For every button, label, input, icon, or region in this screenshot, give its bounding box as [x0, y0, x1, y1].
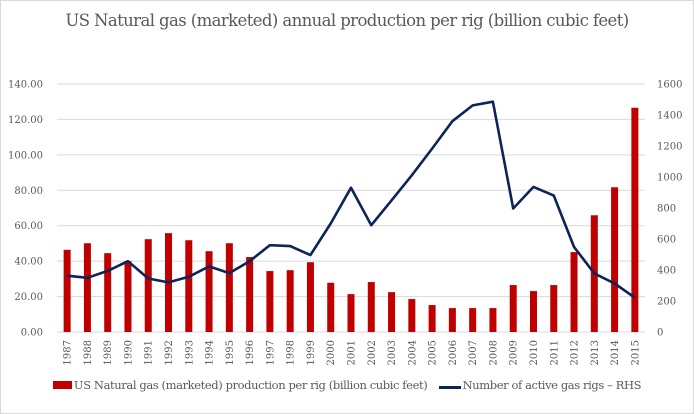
- x-axis-tick-label: 2006: [448, 340, 459, 365]
- gridlines: [57, 83, 645, 333]
- legend-bar-label: US Natural gas (marketed) production per…: [73, 378, 428, 392]
- right-axis-tick-label: 800: [657, 204, 676, 215]
- x-axis-tick-label: 2014: [610, 340, 621, 365]
- legend-line-label: Number of active gas rigs – RHS: [462, 378, 642, 392]
- x-axis-tick-label: 1987: [63, 340, 74, 365]
- bar: [185, 240, 193, 332]
- bar: [246, 257, 254, 332]
- x-axis-tick-label: 1991: [144, 340, 155, 365]
- x-axis-tick-label: 1988: [83, 340, 94, 365]
- chart-title: US Natural gas (marketed) annual product…: [65, 11, 629, 30]
- right-axis-tick-label: 1000: [657, 173, 682, 184]
- bar: [306, 262, 314, 332]
- x-axis-tick-label: 1999: [306, 340, 317, 365]
- x-axis-tick-label: 1997: [265, 340, 276, 365]
- right-axis-tick-label: 1600: [657, 80, 682, 91]
- x-axis-tick-label: 1993: [184, 340, 195, 365]
- x-axis-tick-label: 1996: [245, 340, 256, 365]
- bar: [266, 271, 274, 332]
- right-axis-tick-label: 0: [657, 328, 663, 339]
- legend-item-bar[interactable]: US Natural gas (marketed) production per…: [52, 378, 428, 392]
- bar: [428, 305, 436, 332]
- right-axis-ticks: 0 200 400 600 800 1000 1200 1400 1600: [657, 80, 682, 339]
- legend: US Natural gas (marketed) production per…: [0, 378, 694, 392]
- right-axis-tick-label: 200: [657, 297, 676, 308]
- left-axis-tick-label: 140.00: [8, 80, 43, 91]
- bar: [63, 249, 71, 332]
- x-axis-tick-label: 2008: [488, 340, 499, 365]
- line-series: [66, 100, 636, 299]
- x-axis-tick-label: 1989: [103, 340, 114, 365]
- x-axis-tick-label: 1992: [164, 340, 175, 365]
- bar: [347, 294, 355, 332]
- right-axis-tick-label: 400: [657, 266, 676, 277]
- bar-swatch-icon: [52, 381, 72, 389]
- line-swatch-icon: [438, 386, 461, 389]
- bar: [388, 292, 396, 332]
- x-axis-tick-label: 2012: [570, 340, 581, 365]
- x-axis-tick-label: 2009: [509, 340, 520, 365]
- left-axis-tick-label: 120.00: [8, 115, 43, 126]
- bar: [469, 308, 477, 332]
- x-axis-tick-label: 1998: [286, 340, 297, 365]
- bar: [144, 239, 152, 332]
- bar: [83, 243, 91, 332]
- x-axis-tick-label: 2015: [630, 340, 641, 365]
- bar: [408, 299, 416, 332]
- bar: [205, 251, 213, 332]
- bar: [550, 285, 558, 332]
- bar: [611, 187, 619, 332]
- x-axis-tick-label: 2002: [367, 340, 378, 365]
- right-axis-tick-label: 1400: [657, 111, 682, 122]
- bar: [225, 243, 233, 332]
- bar: [489, 308, 497, 332]
- x-axis-tick-label: 2005: [428, 340, 439, 365]
- x-axis-tick-label: 2000: [326, 340, 337, 365]
- bar: [529, 291, 537, 332]
- left-axis-tick-label: 0.00: [21, 328, 43, 339]
- x-axis-tick-label: 1995: [225, 340, 236, 365]
- left-axis-tick-label: 80.00: [14, 186, 43, 197]
- bar: [124, 261, 132, 332]
- x-axis-tick-label: 2007: [468, 340, 479, 365]
- x-axis-tick-label: 1990: [123, 340, 134, 365]
- bar: [104, 253, 112, 332]
- bar: [367, 282, 375, 332]
- legend-item-line[interactable]: Number of active gas rigs – RHS: [438, 378, 642, 392]
- bar: [327, 282, 335, 332]
- x-axis-tick-label: 2003: [387, 340, 398, 365]
- right-axis-tick-label: 1200: [657, 142, 682, 153]
- line-series-path: [66, 100, 636, 299]
- bar: [448, 308, 456, 332]
- right-axis-tick-label: 600: [657, 235, 676, 246]
- x-axis-tick-label: 2001: [347, 340, 358, 365]
- bar: [286, 270, 294, 332]
- bar: [509, 285, 517, 332]
- left-axis-tick-label: 60.00: [14, 221, 43, 232]
- left-axis-tick-label: 100.00: [8, 150, 43, 161]
- x-axis-tick-label: 2013: [590, 340, 601, 365]
- x-axis-tick-label: 2010: [529, 340, 540, 365]
- x-axis-tick-label: 2004: [407, 340, 418, 365]
- left-axis-ticks: 0.00 20.00 40.00 60.00 80.00 100.00 120.00 140.…: [8, 80, 43, 339]
- bar-series: [63, 107, 639, 332]
- x-axis-ticks: 1987 1988 1989 1990 1991 1992 1993 1994 1995 1996…: [63, 340, 642, 365]
- left-axis-tick-label: 40.00: [14, 257, 43, 268]
- left-axis-tick-label: 20.00: [14, 292, 43, 303]
- x-axis-tick-label: 2011: [549, 340, 560, 365]
- x-axis-tick-label: 1994: [205, 340, 216, 365]
- bar: [631, 107, 639, 332]
- bar: [570, 252, 578, 332]
